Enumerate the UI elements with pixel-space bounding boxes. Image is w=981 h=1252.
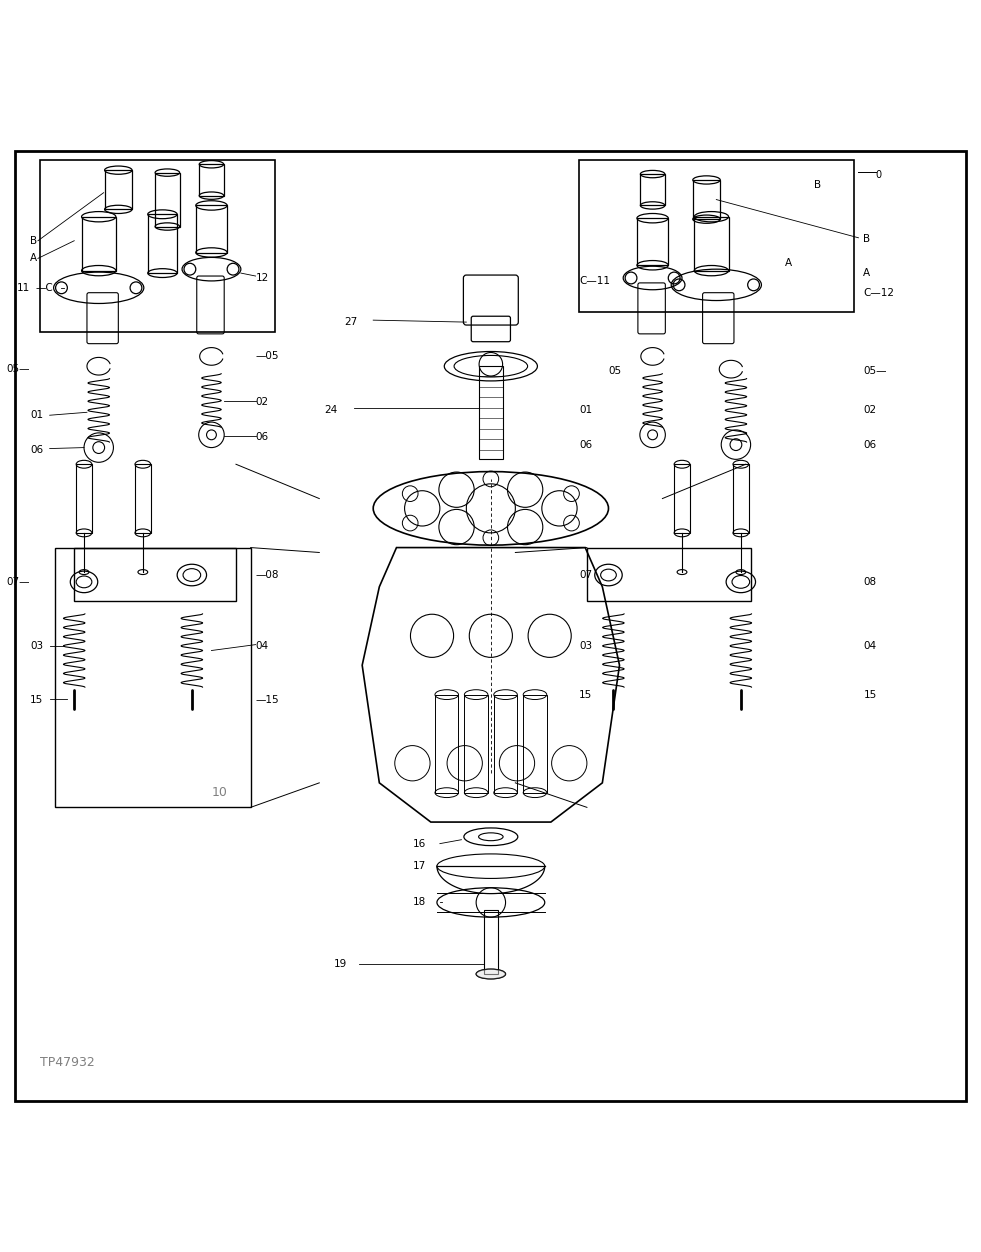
Text: 18: 18 bbox=[412, 898, 426, 908]
Text: 08: 08 bbox=[863, 577, 876, 587]
Text: 12: 12 bbox=[256, 273, 269, 283]
Text: 0: 0 bbox=[875, 170, 881, 180]
Text: A: A bbox=[863, 268, 870, 278]
Text: 07: 07 bbox=[579, 570, 593, 580]
Bar bbox=[674, 464, 690, 533]
Text: A: A bbox=[785, 258, 792, 268]
Text: 06: 06 bbox=[579, 439, 593, 449]
Text: 07—: 07— bbox=[7, 577, 30, 587]
Text: 19: 19 bbox=[334, 959, 347, 969]
Text: 05—: 05— bbox=[863, 366, 887, 376]
Text: 15: 15 bbox=[579, 690, 593, 700]
Text: 17: 17 bbox=[412, 861, 426, 871]
Text: B: B bbox=[814, 180, 821, 190]
Text: —C: —C bbox=[35, 283, 53, 293]
Text: C—11: C—11 bbox=[579, 275, 610, 285]
Bar bbox=[435, 695, 458, 793]
Text: 16: 16 bbox=[412, 839, 426, 849]
Text: 06: 06 bbox=[256, 432, 269, 442]
Bar bbox=[479, 367, 502, 459]
Text: —05: —05 bbox=[256, 352, 279, 362]
Text: 01: 01 bbox=[30, 411, 43, 421]
Text: —15: —15 bbox=[256, 695, 280, 705]
Bar bbox=[464, 695, 488, 793]
Text: 06: 06 bbox=[30, 444, 43, 454]
Text: 24: 24 bbox=[324, 406, 337, 416]
Text: 06: 06 bbox=[863, 439, 876, 449]
Text: 11: 11 bbox=[17, 283, 30, 293]
Text: C—12: C—12 bbox=[863, 288, 895, 298]
Bar bbox=[493, 695, 517, 793]
Bar bbox=[135, 464, 151, 533]
Bar bbox=[484, 910, 497, 974]
Text: 04: 04 bbox=[863, 641, 876, 651]
Text: 15: 15 bbox=[30, 695, 43, 705]
Text: A: A bbox=[30, 253, 37, 263]
Text: —08: —08 bbox=[256, 570, 279, 580]
Text: B: B bbox=[863, 234, 870, 244]
Text: 05: 05 bbox=[608, 366, 622, 376]
Text: 10: 10 bbox=[212, 786, 228, 799]
Text: 01: 01 bbox=[579, 406, 593, 416]
Text: 04: 04 bbox=[256, 641, 269, 651]
Bar bbox=[77, 464, 92, 533]
Text: 02: 02 bbox=[863, 406, 876, 416]
Bar bbox=[523, 695, 546, 793]
Text: 05—: 05— bbox=[7, 364, 30, 374]
Text: 03: 03 bbox=[579, 641, 593, 651]
Text: 03: 03 bbox=[30, 641, 43, 651]
Text: 15: 15 bbox=[863, 690, 877, 700]
Text: B: B bbox=[30, 235, 37, 245]
Text: TP47932: TP47932 bbox=[40, 1055, 94, 1069]
Text: 27: 27 bbox=[343, 317, 357, 327]
Ellipse shape bbox=[476, 969, 505, 979]
Bar bbox=[733, 464, 749, 533]
Text: 02: 02 bbox=[256, 397, 269, 407]
